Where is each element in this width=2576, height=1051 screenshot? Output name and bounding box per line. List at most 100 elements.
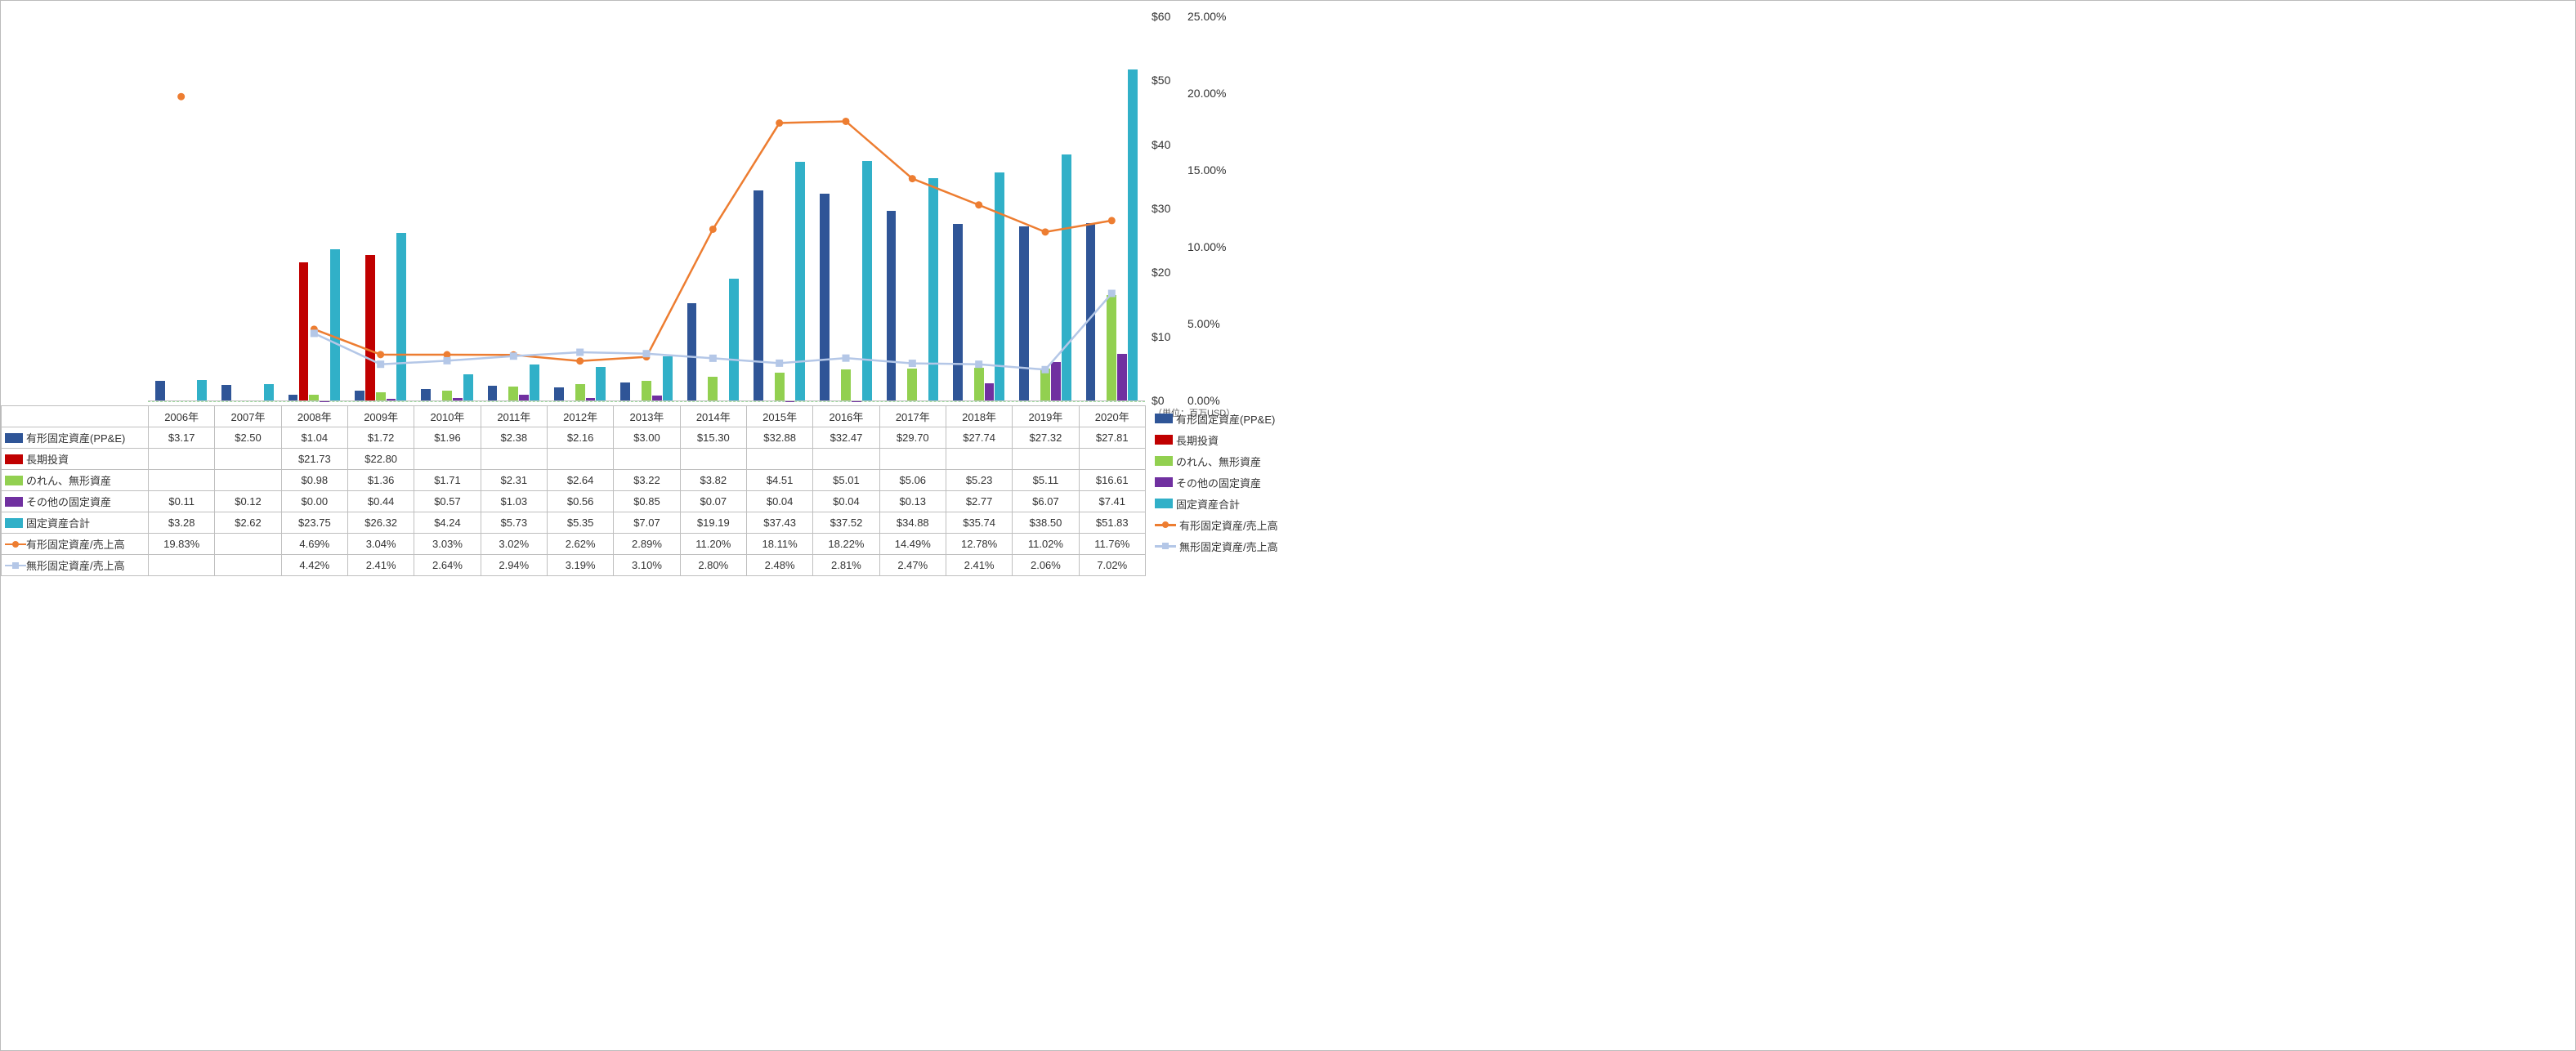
category-label: 2020年: [1079, 406, 1145, 427]
series-row-ltinv: 長期投資$21.73$22.80: [2, 449, 1146, 470]
data-cell: $27.74: [946, 427, 1012, 449]
data-cell: [547, 449, 613, 470]
data-cell: $0.44: [347, 491, 414, 512]
y1-tick-label: $60: [1152, 10, 1170, 23]
legend-item-ltinv: 長期投資: [1155, 429, 1294, 450]
data-cell: [879, 449, 946, 470]
series-label: 無形固定資産/売上高: [2, 555, 149, 576]
empty-header: [2, 406, 149, 427]
data-cell: 3.04%: [347, 534, 414, 555]
data-cell: $21.73: [281, 449, 347, 470]
legend-label: のれん、無形資産: [1176, 454, 1261, 469]
chart-container: $0$10$20$30$40$50$60 0.00%5.00%10.00%15.…: [0, 0, 2576, 1051]
legend-label: 有形固定資産(PP&E): [1176, 411, 1275, 427]
marker-ppe_pct: [843, 118, 850, 125]
data-cell: 4.69%: [281, 534, 347, 555]
data-cell: $2.64: [547, 470, 613, 491]
data-cell: 2.89%: [614, 534, 680, 555]
data-cell: $5.01: [813, 470, 879, 491]
y1-tick-label: $10: [1152, 330, 1170, 343]
data-cell: $35.74: [946, 512, 1012, 534]
data-cell: $0.11: [149, 491, 215, 512]
data-cell: 12.78%: [946, 534, 1012, 555]
series-label: のれん、無形資産: [2, 470, 149, 491]
legend-right: 有形固定資産(PP&E)長期投資のれん、無形資産その他の固定資産固定資産合計有形…: [1155, 408, 1294, 557]
marker-ppe_pct: [576, 357, 584, 364]
data-cell: $0.04: [813, 491, 879, 512]
data-cell: $1.36: [347, 470, 414, 491]
series-row-intan: のれん、無形資産$0.98$1.36$1.71$2.31$2.64$3.22$3…: [2, 470, 1146, 491]
category-label: 2013年: [614, 406, 680, 427]
data-cell: $51.83: [1079, 512, 1145, 534]
data-cell: 2.41%: [946, 555, 1012, 576]
marker-int_pct: [643, 350, 651, 357]
y1-tick-label: $40: [1152, 138, 1170, 151]
data-cell: $15.30: [680, 427, 746, 449]
data-cell: $2.77: [946, 491, 1012, 512]
category-label: 2019年: [1013, 406, 1079, 427]
marker-ppe_pct: [709, 226, 717, 233]
series-label: 有形固定資産(PP&E): [2, 427, 149, 449]
series-label: 固定資産合計: [2, 512, 149, 534]
data-cell: [680, 449, 746, 470]
data-cell: [414, 449, 481, 470]
data-cell: $0.57: [414, 491, 481, 512]
data-cell: [215, 449, 281, 470]
data-cell: 2.81%: [813, 555, 879, 576]
marker-int_pct: [377, 360, 384, 368]
data-cell: 3.03%: [414, 534, 481, 555]
marker-ppe_pct: [377, 351, 384, 358]
data-cell: $3.22: [614, 470, 680, 491]
data-cell: $5.73: [481, 512, 547, 534]
category-label: 2015年: [746, 406, 812, 427]
data-cell: $3.00: [614, 427, 680, 449]
legend-label: 固定資産合計: [1176, 496, 1240, 512]
data-cell: 18.11%: [746, 534, 812, 555]
legend-label: 無形固定資産/売上高: [1179, 539, 1278, 554]
data-cell: 2.41%: [347, 555, 414, 576]
data-cell: 3.19%: [547, 555, 613, 576]
data-cell: 2.06%: [1013, 555, 1079, 576]
data-cell: 3.02%: [481, 534, 547, 555]
data-cell: $5.23: [946, 470, 1012, 491]
data-cell: [215, 534, 281, 555]
data-cell: $23.75: [281, 512, 347, 534]
legend-label: 長期投資: [1176, 432, 1219, 448]
marker-int_pct: [776, 360, 783, 367]
data-cell: $16.61: [1079, 470, 1145, 491]
data-cell: $22.80: [347, 449, 414, 470]
data-cell: $19.19: [680, 512, 746, 534]
y2-tick-label: 25.00%: [1187, 10, 1226, 23]
data-cell: [614, 449, 680, 470]
data-cell: $5.11: [1013, 470, 1079, 491]
category-label: 2008年: [281, 406, 347, 427]
data-cell: 19.83%: [149, 534, 215, 555]
category-label: 2012年: [547, 406, 613, 427]
data-cell: $6.07: [1013, 491, 1079, 512]
data-cell: [149, 555, 215, 576]
data-cell: $0.04: [746, 491, 812, 512]
data-cell: 2.80%: [680, 555, 746, 576]
category-label: 2016年: [813, 406, 879, 427]
legend-label: 有形固定資産/売上高: [1179, 517, 1278, 533]
data-cell: [149, 470, 215, 491]
data-cell: $0.98: [281, 470, 347, 491]
data-cell: 2.48%: [746, 555, 812, 576]
data-cell: $7.41: [1079, 491, 1145, 512]
data-cell: $32.88: [746, 427, 812, 449]
data-cell: 2.94%: [481, 555, 547, 576]
data-cell: $0.00: [281, 491, 347, 512]
category-label: 2010年: [414, 406, 481, 427]
data-cell: [215, 470, 281, 491]
category-label: 2017年: [879, 406, 946, 427]
category-label: 2011年: [481, 406, 547, 427]
y1-tick-label: $0: [1152, 394, 1165, 407]
line-ppe_pct: [314, 121, 1111, 360]
data-cell: $2.31: [481, 470, 547, 491]
y2-tick-label: 5.00%: [1187, 317, 1220, 330]
category-label: 2009年: [347, 406, 414, 427]
legend-item-total: 固定資産合計: [1155, 493, 1294, 514]
data-cell: 14.49%: [879, 534, 946, 555]
data-cell: $1.72: [347, 427, 414, 449]
data-cell: 3.10%: [614, 555, 680, 576]
